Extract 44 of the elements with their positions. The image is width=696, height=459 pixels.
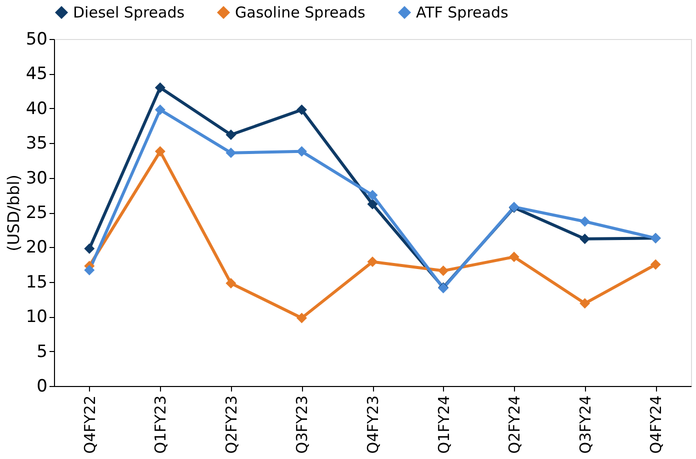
y-tick-label: 30 bbox=[26, 168, 48, 188]
y-tick-label: 0 bbox=[36, 376, 48, 396]
x-tick-label: Q3FY24 bbox=[576, 396, 594, 454]
point bbox=[226, 130, 236, 140]
point bbox=[580, 298, 590, 309]
point bbox=[367, 198, 378, 210]
point bbox=[154, 82, 166, 93]
point bbox=[296, 104, 307, 116]
x-tick-label: Q4FY22 bbox=[80, 396, 99, 454]
legend-label: ATF Spreads bbox=[416, 4, 508, 22]
point bbox=[367, 190, 378, 200]
y-tick-label: 10 bbox=[26, 307, 48, 328]
legend-label: Diesel Spreads bbox=[73, 4, 185, 22]
point bbox=[650, 259, 661, 270]
y-tick-label: 20 bbox=[26, 238, 48, 258]
point bbox=[154, 104, 166, 116]
x-tick-label: Q4FY24 bbox=[647, 396, 666, 454]
y-tick-label: 50 bbox=[26, 30, 48, 50]
y-tick-label: 45 bbox=[26, 64, 48, 84]
x-tick-label: Q1FY24 bbox=[434, 396, 453, 454]
point bbox=[580, 234, 590, 244]
x-tick-label: Q2FY23 bbox=[222, 396, 240, 454]
point bbox=[84, 264, 95, 276]
point bbox=[367, 256, 378, 268]
point bbox=[296, 146, 307, 157]
y-tick-label: 5 bbox=[36, 342, 48, 362]
x-tick-label: Q4FY23 bbox=[364, 396, 382, 454]
y-axis-title: (USD/bbl) bbox=[4, 174, 23, 252]
y-tick-label: 40 bbox=[26, 98, 48, 119]
point bbox=[296, 312, 307, 324]
point bbox=[508, 252, 520, 262]
point bbox=[438, 266, 449, 276]
y-tick-label: 15 bbox=[26, 272, 48, 292]
x-tick-label: Q2FY24 bbox=[506, 396, 524, 454]
point bbox=[154, 146, 166, 157]
legend-label: Gasoline Spreads bbox=[235, 4, 366, 22]
point bbox=[84, 243, 95, 254]
y-tick-label: 35 bbox=[26, 134, 48, 154]
x-tick-label: Q3FY23 bbox=[293, 396, 312, 454]
point bbox=[580, 216, 590, 227]
x-tick-label: Q1FY23 bbox=[152, 396, 170, 454]
point bbox=[226, 148, 236, 158]
point bbox=[226, 278, 236, 289]
y-tick-label: 25 bbox=[26, 203, 48, 223]
